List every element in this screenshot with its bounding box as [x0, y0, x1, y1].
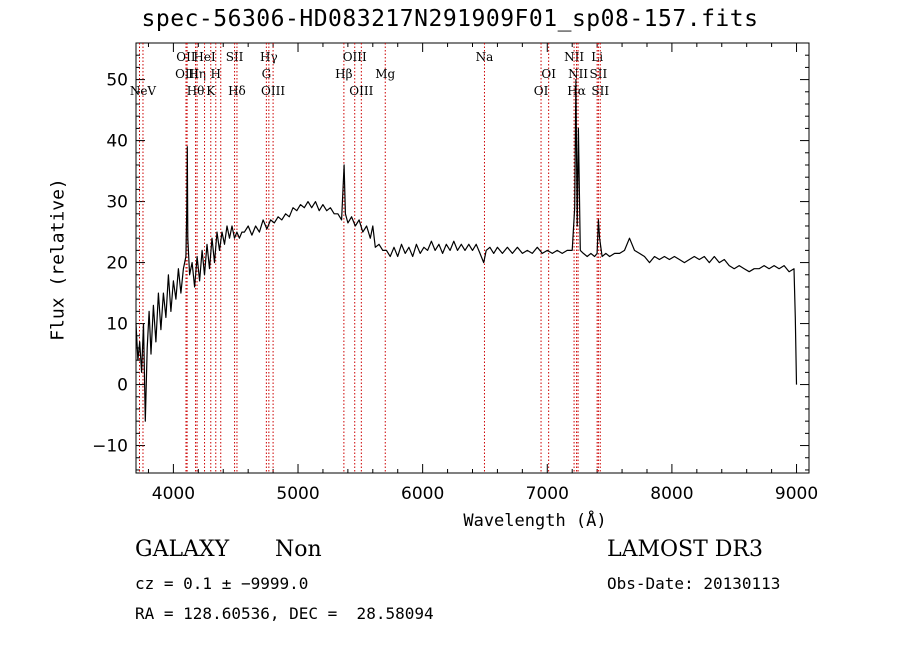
line-label: Hη [188, 67, 206, 81]
emission-line-markers: NeV OII OIII Hθ Hη HeI KH SII Hδ G Hγ OIII Hβ OIII OII… [130, 43, 609, 473]
x-tick-label: 5000 [276, 484, 319, 504]
line-label: NII [568, 67, 588, 81]
y-tick-label: 30 [106, 193, 128, 213]
ra-dec: RA = 128.60536, DEC = 28.58094 [135, 604, 434, 623]
x-tick-label: 4000 [152, 484, 195, 504]
line-label: G [262, 67, 272, 81]
y-tick-label: 10 [106, 315, 128, 335]
x-tick-label: 6000 [401, 484, 444, 504]
line-label: SII [590, 67, 608, 81]
line-label: SII [591, 84, 609, 98]
line-label: OI [534, 84, 549, 98]
chart-title: spec-56306-HD083217N291909F01_sp08-157.f… [141, 6, 759, 32]
line-label: Li [591, 50, 603, 64]
line-label: OIII [349, 84, 373, 98]
x-tick-label: 9000 [775, 484, 818, 504]
spectrum-line [135, 78, 798, 422]
obs-date: Obs-Date: 20130113 [607, 574, 781, 593]
line-label: HeI [193, 50, 216, 64]
y-axis-label: Flux (relative) [47, 178, 69, 341]
y-tick-label: 0 [117, 376, 128, 396]
line-label: Na [476, 50, 494, 64]
line-label: OIII [343, 50, 367, 64]
object-subclass: Non [275, 537, 322, 562]
y-tick-label: 50 [106, 71, 128, 91]
line-label: OIII [261, 84, 285, 98]
line-label: SII [226, 50, 244, 64]
line-label: Hδ [228, 84, 246, 98]
line-label: H [211, 67, 221, 81]
line-label: NII [564, 50, 584, 64]
line-label: Hγ [260, 50, 278, 64]
x-axis-label: Wavelength (Å) [463, 511, 607, 531]
line-label: Hθ [187, 84, 205, 98]
plot-axes: 4000 5000 6000 7000 8000 9000 −10 0 10 20 30 40 50 [92, 42, 818, 504]
redshift-line: cz = 0.1 ± −9999.0 [135, 574, 309, 593]
line-label: Hβ [335, 67, 352, 81]
line-label: OI [541, 67, 556, 81]
y-tick-label: −10 [92, 437, 128, 457]
line-label: K [206, 84, 216, 98]
x-tick-label: 7000 [526, 484, 569, 504]
y-tick-label: 40 [106, 132, 128, 152]
line-label: OII [176, 50, 196, 64]
line-label: OIII [175, 67, 199, 81]
x-tick-label: 8000 [650, 484, 693, 504]
line-label: NeV [130, 84, 157, 98]
survey-name: LAMOST DR3 [607, 537, 763, 562]
line-label: Mg [375, 67, 395, 81]
y-tick-label: 20 [106, 254, 128, 274]
object-class: GALAXY [135, 537, 230, 562]
spectrum-series [135, 78, 798, 422]
